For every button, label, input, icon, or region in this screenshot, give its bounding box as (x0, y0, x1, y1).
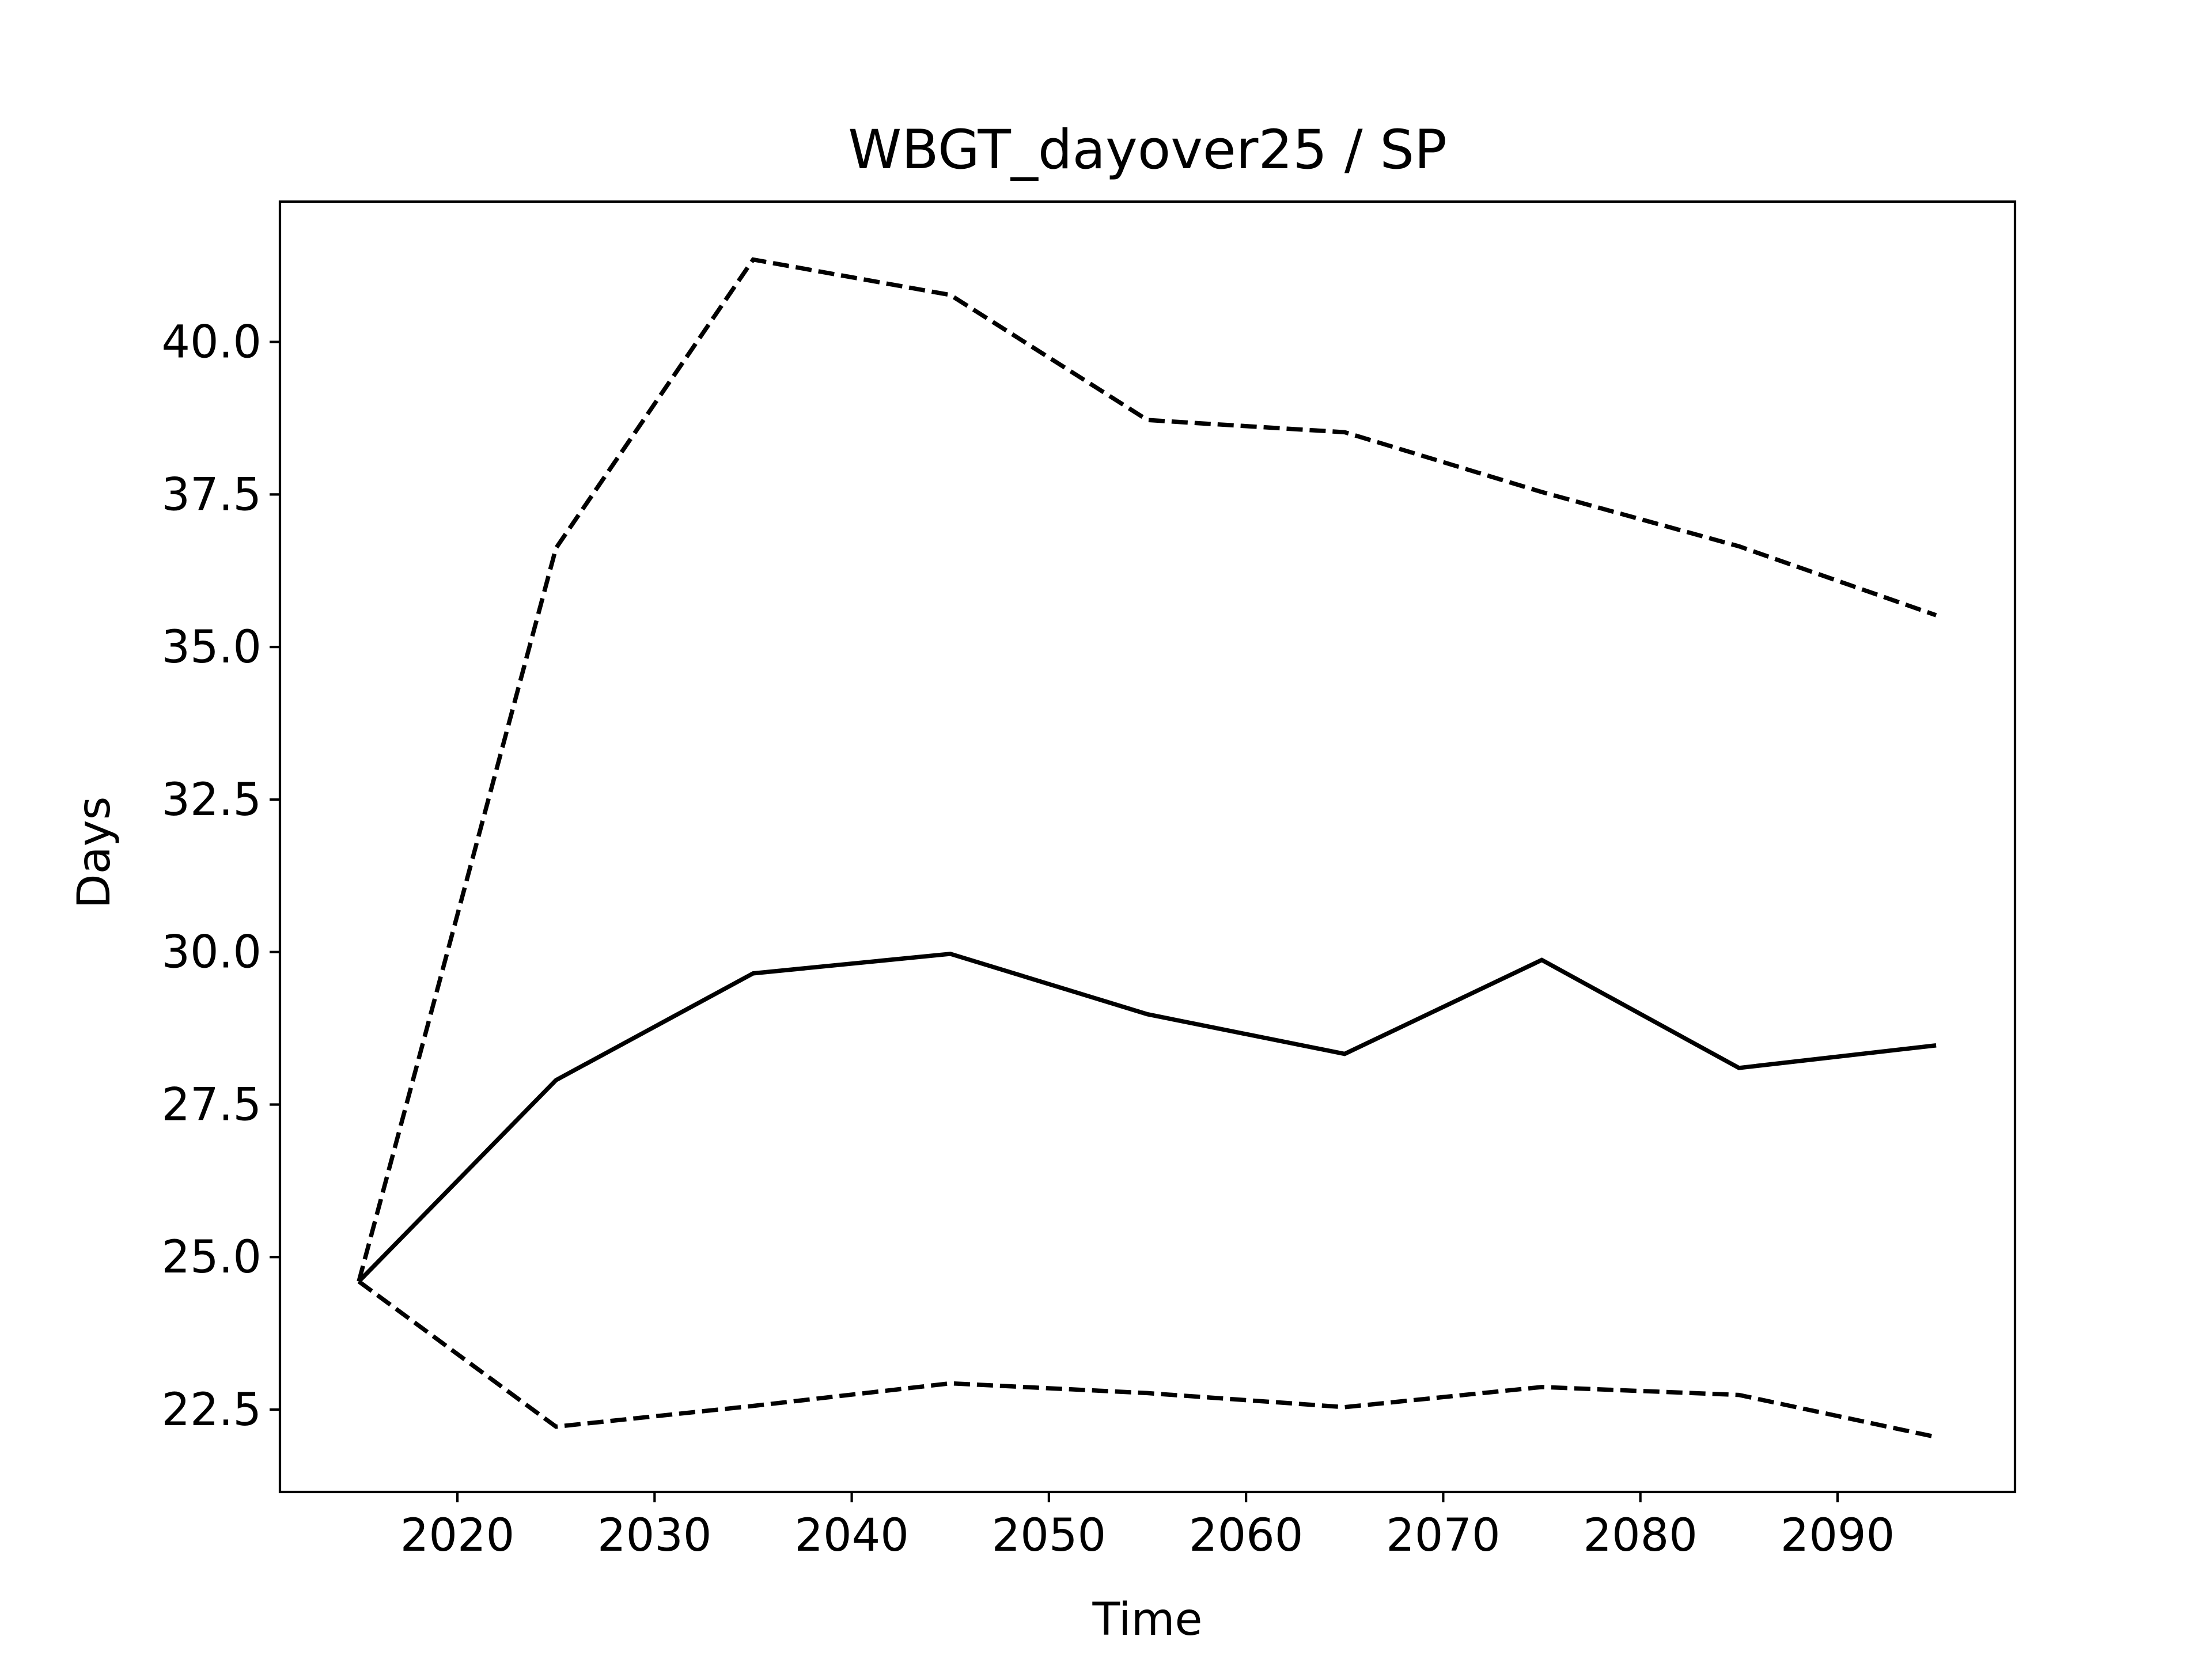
x-tick-label: 2050 (992, 1510, 1107, 1562)
y-tick-label: 35.0 (161, 622, 262, 673)
x-tick-label: 2060 (1189, 1510, 1304, 1562)
y-tick-label: 25.0 (161, 1232, 262, 1283)
y-tick-label: 40.0 (161, 317, 262, 369)
y-tick-label: 37.5 (161, 469, 262, 521)
y-tick-label: 27.5 (161, 1079, 262, 1131)
plot-frame (278, 200, 2017, 1494)
y-axis-label: Days (69, 797, 120, 909)
y-tick-label: 30.0 (161, 927, 262, 979)
x-tick-label: 2040 (794, 1510, 909, 1562)
x-tick-label: 2070 (1386, 1510, 1501, 1562)
x-tick-label: 2030 (597, 1510, 712, 1562)
series-line-2 (357, 257, 1937, 1282)
x-axis-label: Time (1092, 1594, 1203, 1646)
chart-title: WBGT_dayover25 / SP (848, 119, 1447, 181)
x-tick-label: 2090 (1781, 1510, 1895, 1562)
series-line-1 (357, 952, 1937, 1283)
y-tick-label: 22.5 (161, 1384, 262, 1436)
x-tick-label: 2020 (400, 1510, 515, 1562)
plot-area: 2020 2030 2040 2050 2060 2070 2080 2090 22.5 25.0… (161, 200, 2017, 1562)
y-tick-label: 32.5 (161, 774, 262, 826)
series-line-3 (357, 1279, 1937, 1440)
x-tick-label: 2080 (1583, 1510, 1698, 1562)
